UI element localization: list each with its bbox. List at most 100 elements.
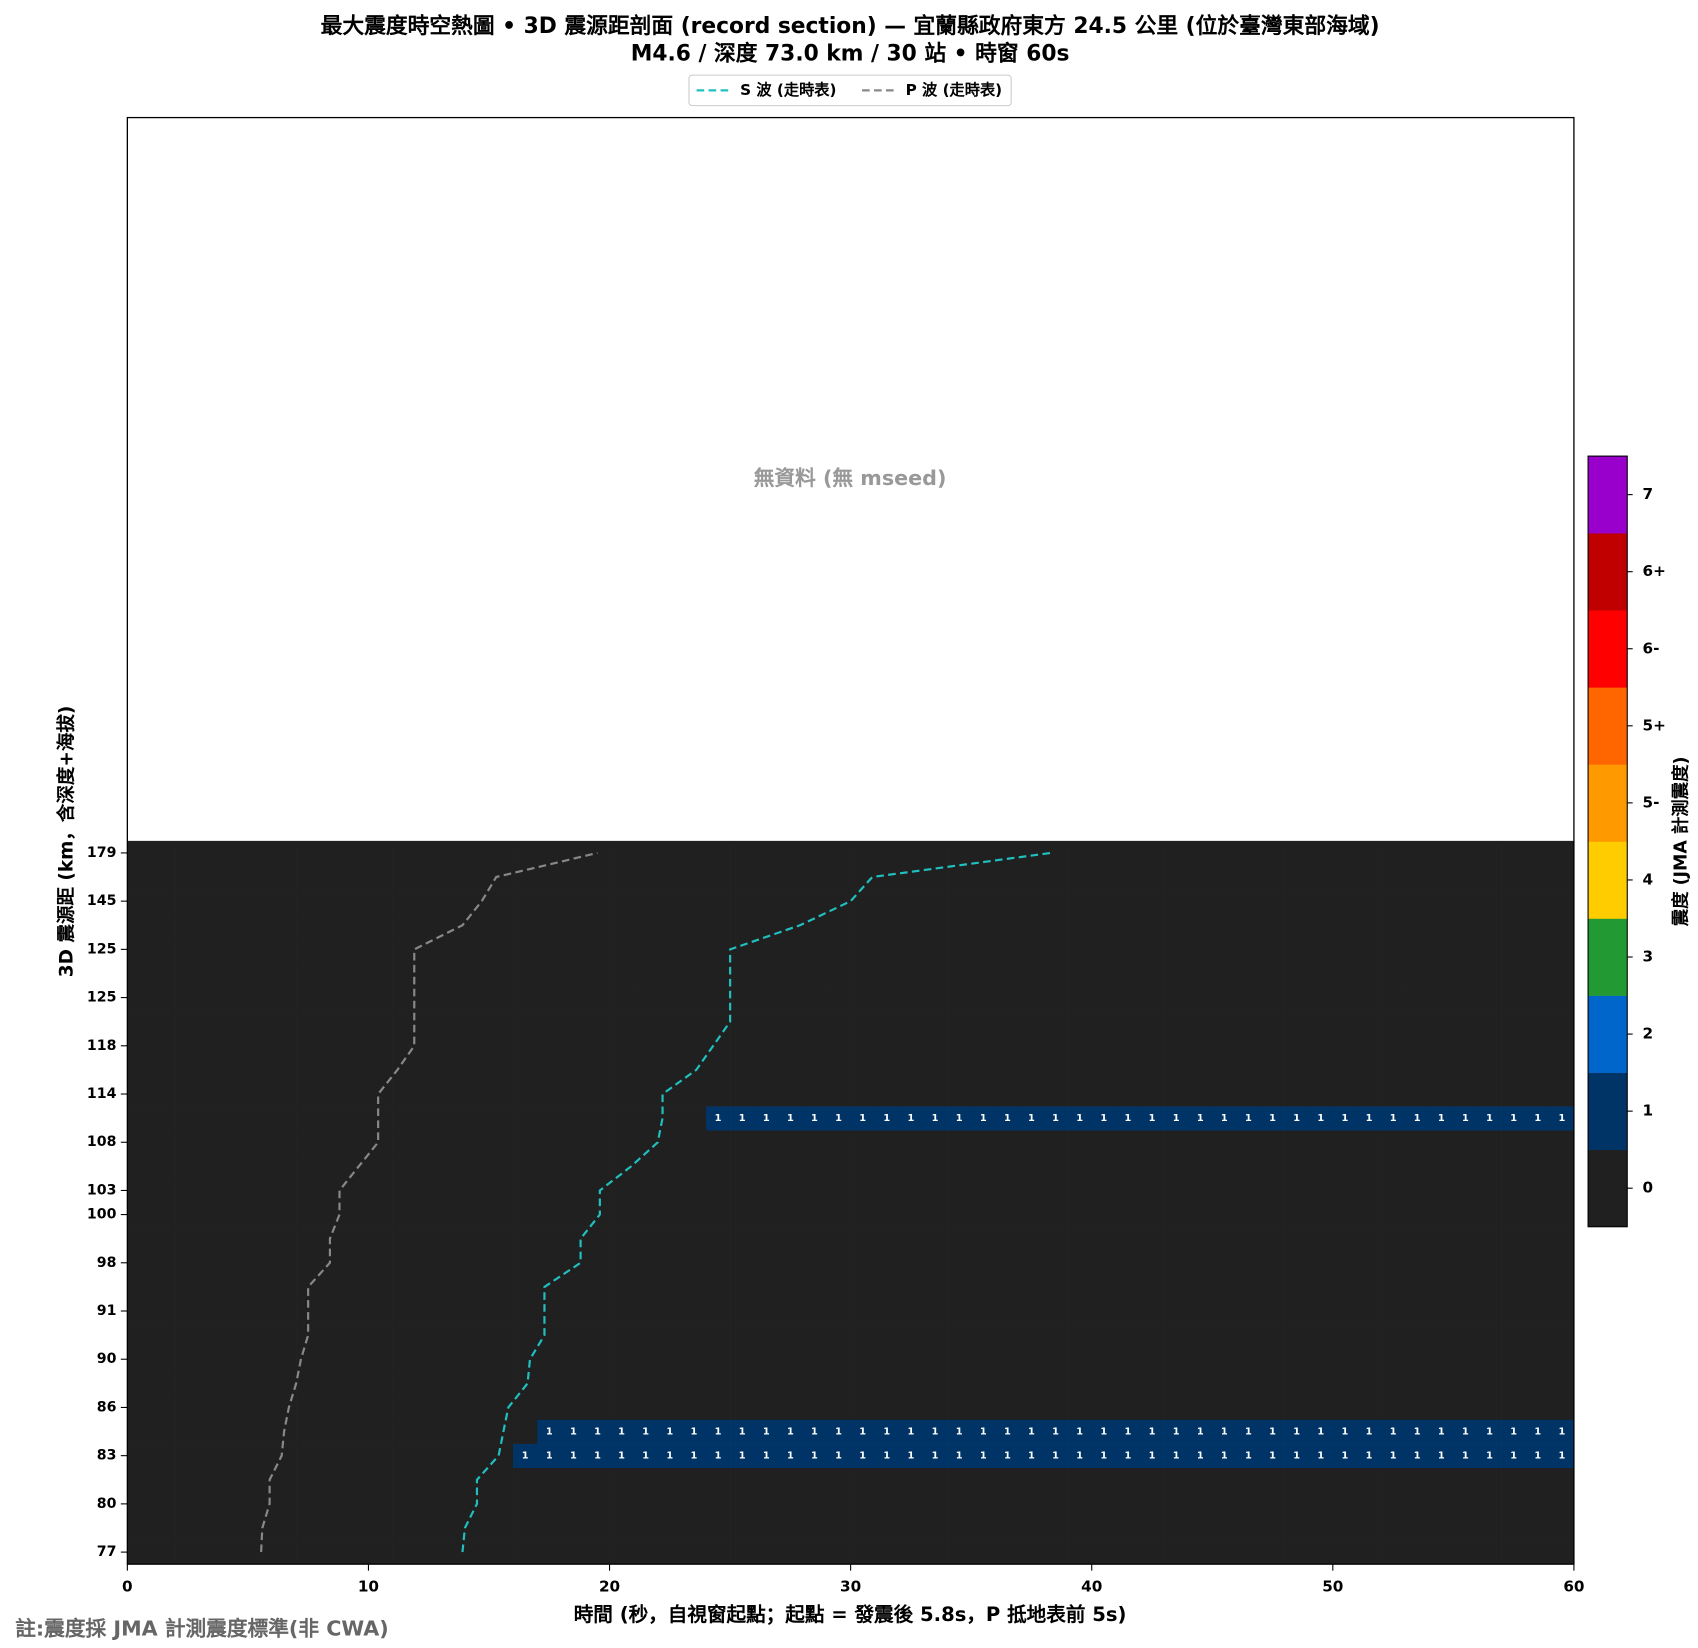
heat-cell bbox=[585, 1347, 610, 1372]
heat-cell bbox=[1332, 1347, 1358, 1372]
heat-cell bbox=[175, 1226, 201, 1252]
heat-cell bbox=[344, 1202, 369, 1227]
heat-cell bbox=[127, 1009, 152, 1035]
heat-cell bbox=[1043, 961, 1068, 986]
heat-cell bbox=[1091, 1491, 1117, 1517]
cell-label: 1 bbox=[835, 1451, 842, 1462]
heat-cell bbox=[633, 1250, 659, 1276]
heat-cell bbox=[1091, 1274, 1117, 1300]
heat-cell bbox=[1308, 1491, 1334, 1517]
heat-cell bbox=[657, 1540, 683, 1565]
heat-cell bbox=[440, 1515, 466, 1541]
heat-cell bbox=[1477, 1081, 1502, 1107]
heat-cell bbox=[1405, 1106, 1430, 1131]
heat-cell bbox=[995, 1057, 1020, 1083]
heat-cell bbox=[1164, 1178, 1189, 1203]
heat-cell bbox=[1429, 1154, 1454, 1179]
heat-cell bbox=[1043, 1347, 1068, 1372]
heat-cell bbox=[1501, 1491, 1527, 1517]
heat-cell bbox=[1260, 1443, 1285, 1469]
heat-cell bbox=[947, 1419, 972, 1444]
heat-cell bbox=[561, 1467, 586, 1493]
heat-cell bbox=[537, 1033, 562, 1059]
heat-cell bbox=[1019, 1202, 1044, 1227]
heat-cell bbox=[320, 961, 345, 986]
x-tick-label: 50 bbox=[1322, 1578, 1343, 1596]
heat-cell bbox=[1525, 1419, 1551, 1444]
heat-cell bbox=[657, 1202, 683, 1227]
heat-cell bbox=[633, 1323, 659, 1348]
heat-cell bbox=[1236, 1250, 1261, 1276]
heat-cell bbox=[826, 1371, 851, 1396]
heat-cell bbox=[1332, 985, 1358, 1010]
heat-cell bbox=[1477, 1009, 1502, 1035]
heat-cell bbox=[778, 864, 803, 890]
heat-cell bbox=[1236, 1154, 1261, 1179]
heat-cell bbox=[681, 1467, 707, 1493]
heat-cell bbox=[1549, 1371, 1575, 1396]
heat-cell bbox=[1284, 1323, 1310, 1348]
heat-cell bbox=[1453, 1540, 1478, 1565]
heat-cell bbox=[1067, 985, 1093, 1010]
heat-cell bbox=[1356, 1540, 1382, 1565]
heat-cell bbox=[1477, 1130, 1502, 1155]
heat-cell bbox=[947, 1467, 972, 1493]
heat-cell bbox=[1043, 1081, 1068, 1107]
heat-cell bbox=[1332, 1057, 1358, 1083]
heat-cell bbox=[1405, 937, 1430, 962]
heat-cell bbox=[1429, 937, 1454, 962]
heat-cell bbox=[561, 913, 586, 938]
heat-cell bbox=[850, 1250, 876, 1276]
heat-cell bbox=[296, 1419, 321, 1444]
heat-cell bbox=[320, 1106, 345, 1131]
heat-cell bbox=[296, 985, 321, 1010]
heat-cell bbox=[1429, 1202, 1454, 1227]
heat-cell bbox=[1067, 1298, 1093, 1324]
heat-cell bbox=[1332, 1515, 1358, 1541]
heat-cell bbox=[1549, 1250, 1575, 1276]
heat-cell bbox=[1356, 937, 1382, 962]
heat-cell bbox=[175, 1467, 201, 1493]
heat-cell bbox=[1260, 1250, 1285, 1276]
heat-cell bbox=[464, 1057, 490, 1083]
heat-cell bbox=[561, 1298, 586, 1324]
heat-cell bbox=[778, 1202, 803, 1227]
heat-cell bbox=[657, 1491, 683, 1517]
heat-cell bbox=[778, 1154, 803, 1179]
heat-cell bbox=[730, 1178, 755, 1203]
heat-cell bbox=[778, 1226, 803, 1252]
heat-cell bbox=[1019, 1274, 1044, 1300]
heat-cell bbox=[1284, 1226, 1310, 1252]
heat-cell bbox=[898, 1467, 924, 1493]
heat-cell bbox=[1525, 1274, 1551, 1300]
heat-cell bbox=[272, 1515, 297, 1541]
heat-cell bbox=[754, 1033, 779, 1059]
heat-cell bbox=[898, 1226, 924, 1252]
heat-cell bbox=[1236, 1540, 1261, 1565]
heat-cell bbox=[1405, 840, 1430, 866]
heat-cell bbox=[802, 1250, 827, 1276]
heat-cell bbox=[802, 1515, 827, 1541]
heat-cell bbox=[440, 937, 466, 962]
heat-cell bbox=[1549, 889, 1575, 914]
heat-cell bbox=[1453, 1009, 1478, 1035]
heat-cell bbox=[1043, 1491, 1068, 1517]
heat-cell bbox=[995, 1274, 1020, 1300]
cell-label: 1 bbox=[787, 1451, 794, 1462]
heat-cell bbox=[1525, 961, 1551, 986]
heat-cell bbox=[850, 1467, 876, 1493]
heat-cell bbox=[1501, 1106, 1527, 1131]
heat-cell bbox=[705, 1130, 731, 1155]
heat-cell bbox=[1308, 1395, 1334, 1420]
heat-cell bbox=[1164, 840, 1189, 866]
heat-cell bbox=[971, 1443, 996, 1469]
heat-cell bbox=[609, 1081, 634, 1107]
heat-cell bbox=[1019, 1298, 1044, 1324]
heat-cell bbox=[1429, 1323, 1454, 1348]
colorbar-swatch bbox=[1588, 533, 1628, 611]
heat-cell bbox=[705, 1395, 731, 1420]
heat-cell bbox=[850, 1347, 876, 1372]
heat-cell bbox=[1139, 1202, 1165, 1227]
heat-cell bbox=[802, 1178, 827, 1203]
heat-cell bbox=[609, 1202, 634, 1227]
